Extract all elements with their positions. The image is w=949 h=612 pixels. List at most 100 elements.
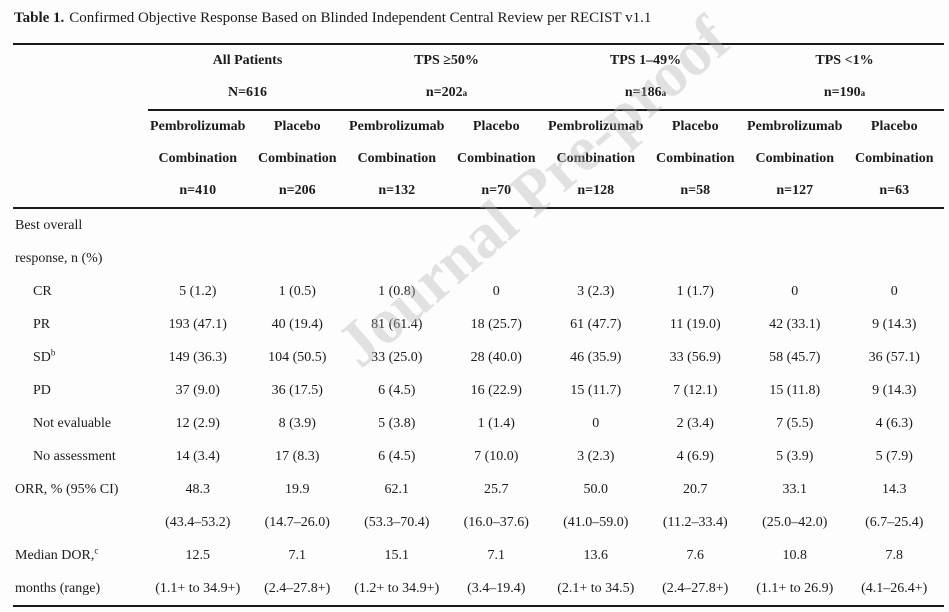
arm-type: Combination [655,151,735,166]
arm-header-row: Pembrolizumab Combination n=410 Placebo Comb… [13,111,944,207]
group-n: N=616 [227,85,268,100]
table-cell: 40 (19.4) [271,316,323,332]
group-header-spacer [13,45,148,109]
row-label: months (range) [15,580,101,596]
table-row-continued: (43.4–53.2) (14.7–26.0) (53.3–70.4) (16.0–3… [13,506,944,539]
table-row: PR 193 (47.1) 40 (19.4) 81 (61.4) 18 (25.7) 6… [13,308,944,341]
table-cell: 1 (1.4) [477,415,515,431]
table-cell: 7 (10.0) [474,448,519,464]
arm-column-header: Pembrolizumab Combination n=127 [745,111,845,207]
arm-type: Combination [456,151,536,166]
table-cell: (4.1–26.4+) [861,580,928,596]
table-cell: 19.9 [285,481,310,497]
table-cell: 50.0 [583,481,609,497]
table-cell: 16 (22.9) [470,382,522,398]
table-cell: 33 (25.0) [371,349,423,365]
arm-drug: Pembrolizumab [150,119,246,134]
table-cell: 15 (11.7) [570,382,622,398]
table-cell: (43.4–53.2) [165,514,231,530]
table-cell: 7.1 [487,547,506,563]
arm-n: n=206 [278,183,316,198]
arm-drug: Pembrolizumab [548,119,644,134]
table-cell: 11 (19.0) [669,316,721,332]
table-row: ORR, % (95% CI) 48.3 19.9 62.1 25.7 50.0 20.7 3… [13,473,944,506]
table-row: No assessment 14 (3.4) 17 (8.3) 6 (4.5) 7 (1… [13,440,944,473]
arm-drug: Placebo [671,119,719,134]
group-n: n=186 a [624,85,667,100]
table-cell: 9 (14.3) [872,382,917,398]
arm-drug: Placebo [472,119,520,134]
arm-n: n=127 [776,183,814,198]
table-cell: 7.6 [686,547,705,563]
table-row: Not evaluable 12 (2.9) 8 (3.9) 5 (3.8) 1 (1.… [13,407,944,440]
group-n: n=190 a [823,85,866,100]
table-cell: 15.1 [384,547,410,563]
table-cell: 81 (61.4) [371,316,423,332]
table-cell: 14 (3.4) [175,448,220,464]
arm-column-header: Placebo Combination n=63 [845,111,945,207]
column-group-header: All Patients N=616 [148,45,347,109]
row-label: SDb [33,346,56,365]
arm-type: Combination [158,151,238,166]
table-cell: 104 (50.5) [268,349,327,365]
column-group-header: TPS <1% n=190 a [745,45,944,109]
table-cell: (1.1+ to 26.9) [756,580,834,596]
table-cell: 149 (36.3) [168,349,227,365]
table-cell: 1 (0.8) [378,283,416,299]
group-name: TPS ≥50% [414,53,479,68]
table-cell: 20.7 [683,481,708,497]
table-cell: (3.4–19.4) [467,580,526,596]
arm-column-header: Placebo Combination n=206 [248,111,348,207]
table-row: Median DOR,c 12.5 7.1 15.1 7.1 13.6 7.6 10.8 7.8 [13,539,944,572]
arm-type: Combination [755,151,835,166]
arm-n: n=58 [680,183,711,198]
table-row: CR 5 (1.2) 1 (0.5) 1 (0.8) 0 3 (2.3) 1 (1.7) 0 0 [13,275,944,308]
group-header-row: All Patients N=616 TPS ≥50% n=202 a TPS 1–49%… [13,45,944,109]
table-row: PD 37 (9.0) 36 (17.5) 6 (4.5) 16 (22.9) 15 (1… [13,374,944,407]
row-label: response, n (%) [15,250,103,266]
row-label: PD [33,382,51,398]
arm-type: Combination [854,151,934,166]
table-cell: 3 (2.3) [577,448,615,464]
arm-n: n=128 [577,183,615,198]
table-cell: (53.3–70.4) [364,514,430,530]
row-label: ORR, % (95% CI) [15,481,119,497]
table-cell: (2.1+ to 34.5) [557,580,635,596]
arm-n: n=70 [481,183,512,198]
table-body: Best overall response, n (%) CR 5 (1.2) 1 (0… [13,207,944,607]
table-cell: (11.2–33.4) [662,514,728,530]
table-cell: 1 (0.5) [278,283,316,299]
table-cell: 7.1 [288,547,307,563]
table-cell: 37 (9.0) [175,382,220,398]
table-cell: 17 (8.3) [275,448,320,464]
table-cell: 7.8 [885,547,904,563]
arm-header-spacer [13,111,148,207]
table-cell: 36 (57.1) [868,349,920,365]
table-cell: 14.3 [882,481,907,497]
arm-column-header: Pembrolizumab Combination n=132 [347,111,447,207]
arm-drug: Placebo [870,119,918,134]
table-title-text: Confirmed Objective Response Based on Bl… [69,10,652,26]
arm-type: Combination [357,151,437,166]
row-label: Not evaluable [33,415,112,431]
arm-n: n=132 [378,183,416,198]
table-cell: (6.7–25.4) [865,514,924,530]
table-cell: 0 [890,283,898,299]
table-cell: 1 (1.7) [676,283,714,299]
group-name: TPS <1% [815,53,874,68]
arm-column-header: Pembrolizumab Combination n=128 [546,111,646,207]
table-cell: 33.1 [782,481,808,497]
table-cell: (41.0–59.0) [563,514,629,530]
group-name: All Patients [212,53,283,68]
group-n: n=202 a [425,85,468,100]
table-cell: 42 (33.1) [769,316,821,332]
table-cell: 7 (12.1) [673,382,718,398]
column-group-header: TPS ≥50% n=202 a [347,45,546,109]
table-cell: 12 (2.9) [175,415,220,431]
arm-drug: Placebo [273,119,321,134]
table-cell: 15 (11.8) [769,382,821,398]
table-title: Table 1. Confirmed Objective Response Bas… [0,0,949,29]
table-title-label: Table 1. [14,10,65,26]
arm-type: Combination [257,151,337,166]
